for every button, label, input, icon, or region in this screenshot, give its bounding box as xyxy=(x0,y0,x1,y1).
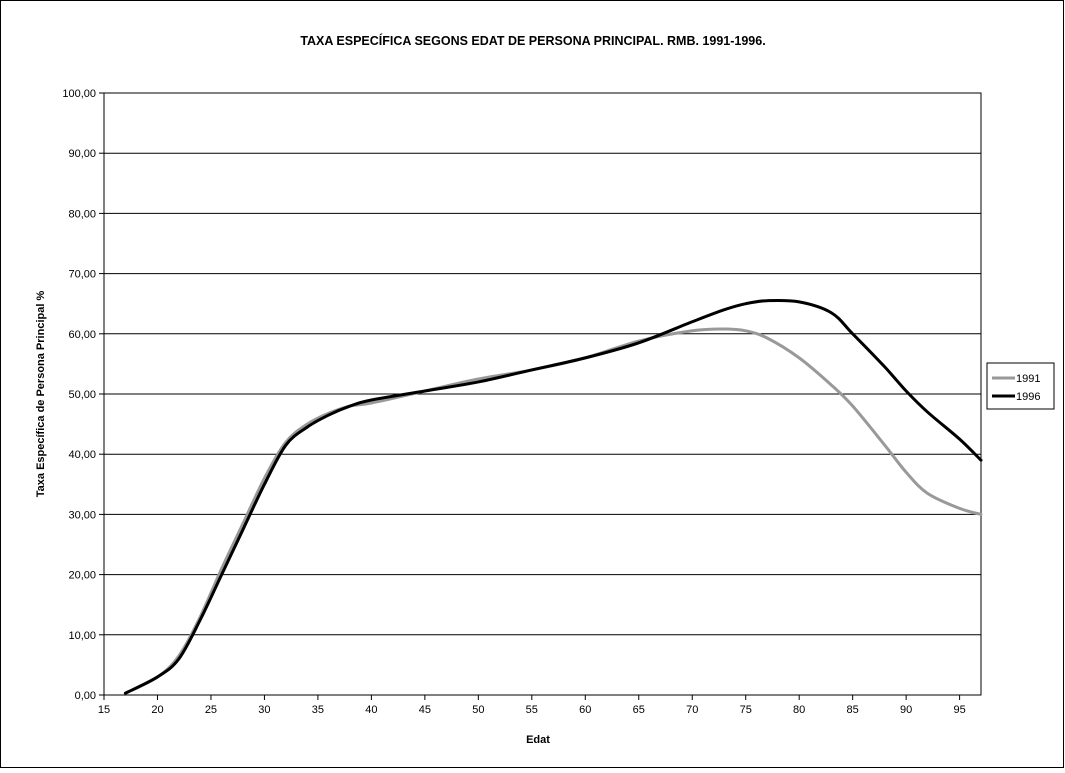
y-tick-label: 100,00 xyxy=(62,88,96,100)
series-line-1996 xyxy=(123,298,983,695)
x-tick-label: 70 xyxy=(686,704,698,716)
x-tick-label: 60 xyxy=(579,704,591,716)
x-tick-label: 75 xyxy=(740,704,752,716)
x-axis-label: Edat xyxy=(526,734,550,746)
y-tick-label: 60,00 xyxy=(68,329,96,341)
x-tick-label: 50 xyxy=(472,704,484,716)
legend-box xyxy=(986,362,1055,410)
series-lines xyxy=(123,298,983,695)
y-tick-label: 0,00 xyxy=(75,690,96,702)
y-tick-label: 80,00 xyxy=(68,208,96,220)
y-tick-label: 20,00 xyxy=(68,570,96,582)
y-tick-label: 40,00 xyxy=(68,449,96,461)
y-axis: 0,00 10,00 20,00 30,00 40,00 50,00 60,00 70,00 8… xyxy=(62,88,104,702)
gridlines xyxy=(104,152,981,636)
legend-label-1991: 1991 xyxy=(1016,373,1040,385)
x-axis: 15 20 25 30 35 40 45 50 55 60 65 70 75 80 85 90 95 xyxy=(98,695,966,716)
x-tick-label: 45 xyxy=(419,704,431,716)
x-tick-label: 25 xyxy=(205,704,217,716)
legend-label-1996: 1996 xyxy=(1016,391,1040,403)
y-tick-label: 70,00 xyxy=(68,269,96,281)
x-tick-label: 65 xyxy=(633,704,645,716)
x-tick-label: 85 xyxy=(847,704,859,716)
x-tick-label: 15 xyxy=(98,704,110,716)
x-tick-label: 80 xyxy=(793,704,805,716)
x-tick-label: 35 xyxy=(312,704,324,716)
x-tick-label: 40 xyxy=(365,704,377,716)
x-tick-label: 90 xyxy=(900,704,912,716)
x-tick-label: 20 xyxy=(151,704,163,716)
y-tick-label: 50,00 xyxy=(68,389,96,401)
chart-title: TAXA ESPECÍFICA SEGONS EDAT DE PERSONA P… xyxy=(300,33,765,48)
x-tick-label: 30 xyxy=(258,704,270,716)
y-tick-label: 10,00 xyxy=(68,630,96,642)
legend: 1991 1996 xyxy=(986,362,1055,410)
x-tick-label: 95 xyxy=(953,704,965,716)
y-tick-label: 90,00 xyxy=(68,148,96,160)
series-line-1991 xyxy=(123,327,983,695)
y-tick-label: 30,00 xyxy=(68,509,96,521)
x-tick-label: 55 xyxy=(526,704,538,716)
y-axis-label: Taxa Específica de Persona Principal % xyxy=(35,291,47,498)
